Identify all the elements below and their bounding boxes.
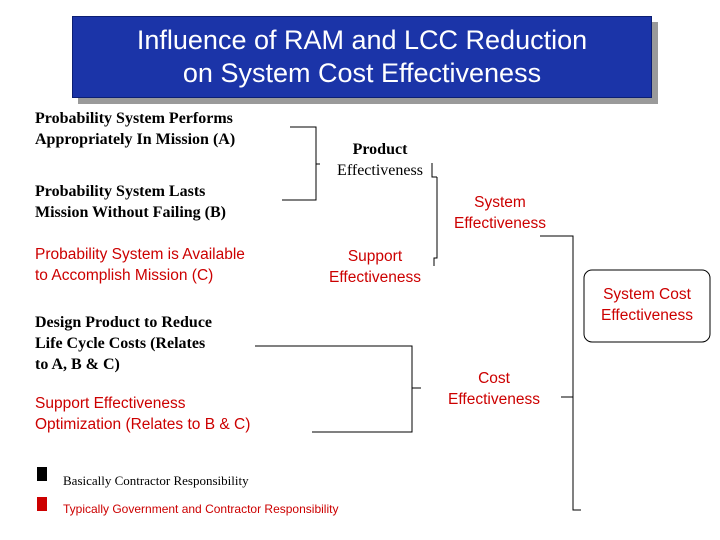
input-support-opt-line-1: Support Effectiveness: [35, 395, 186, 412]
node-system-line-1: System: [474, 194, 526, 211]
input-design: Design Product to Reduce Life Cycle Cost…: [35, 312, 212, 375]
node-system-cost: System Cost Effectiveness: [584, 284, 710, 326]
connector-system-cost: [540, 235, 581, 511]
input-c-line-1: Probability System is Available: [35, 246, 245, 263]
node-cost-line-2: Effectiveness: [448, 391, 540, 408]
node-support-line-1: Support: [347, 248, 403, 265]
node-system-cost-line-2: Effectiveness: [601, 307, 693, 324]
connector-product-system: [431, 163, 437, 178]
input-b-line-2: Mission Without Failing (B): [35, 204, 226, 221]
input-support-opt-line-2: Optimization (Relates to B & C): [35, 416, 251, 433]
node-system-cost-line-1: System Cost: [603, 286, 691, 303]
connector-support-system: [433, 177, 438, 266]
page-title: Influence of RAM and LCC Reduction on Sy…: [72, 16, 652, 98]
input-c-line-2: to Accomplish Mission (C): [35, 267, 214, 284]
legend-gov-contractor: Typically Government and Contractor Resp…: [63, 502, 339, 516]
legend-red-square: [37, 497, 47, 511]
input-a: Probability System Performs Appropriatel…: [35, 108, 235, 150]
node-product-line-1: Product: [352, 141, 408, 158]
node-support: Support Effectiveness: [314, 246, 436, 288]
node-support-line-2: Effectiveness: [329, 269, 421, 286]
input-design-line-3: to A, B & C): [35, 356, 120, 373]
input-b-line-1: Probability System Lasts: [35, 183, 206, 200]
node-cost: Cost Effectiveness: [424, 368, 564, 410]
connector-design-cost: [255, 345, 413, 433]
input-support-opt: Support Effectiveness Optimization (Rela…: [35, 393, 250, 435]
input-design-line-1: Design Product to Reduce: [35, 314, 213, 331]
node-product: Product Effectiveness: [324, 139, 436, 181]
legend-contractor: Basically Contractor Responsibility: [63, 473, 249, 488]
legend-black-square: [37, 467, 47, 481]
node-cost-line-1: Cost: [478, 370, 510, 387]
input-a-line-1: Probability System Performs: [35, 110, 233, 127]
input-a-line-2: Appropriately In Mission (A): [35, 131, 236, 148]
connector-a: [282, 126, 317, 201]
title-line-1: Influence of RAM and LCC Reduction: [136, 25, 588, 55]
title-line-2: on System Cost Effectiveness: [182, 58, 542, 88]
node-system-line-2: Effectiveness: [454, 215, 546, 232]
system-cost-box: [583, 269, 711, 343]
input-c: Probability System is Available to Accom…: [35, 244, 245, 286]
input-design-line-2: Life Cycle Costs (Relates: [35, 335, 206, 352]
node-system: System Effectiveness: [438, 192, 562, 234]
input-b: Probability System Lasts Mission Without…: [35, 181, 226, 223]
node-product-line-2: Effectiveness: [337, 162, 423, 179]
